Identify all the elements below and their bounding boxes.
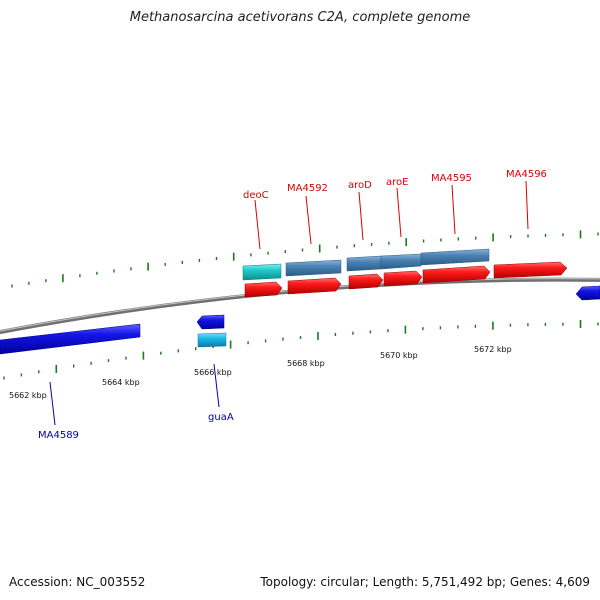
gene-MA4595[interactable] bbox=[422, 265, 491, 284]
gene-guaA[interactable] bbox=[196, 314, 225, 330]
cds-deoC[interactable] bbox=[242, 263, 282, 281]
gene-label-MA4589[interactable]: MA4589 bbox=[38, 430, 79, 441]
gene-label-aroE[interactable]: aroE bbox=[386, 177, 408, 188]
reverse-gene-row bbox=[0, 285, 600, 355]
inner-tick-ring bbox=[3, 320, 599, 380]
gene-MA4596[interactable] bbox=[493, 261, 568, 279]
gene-label-deoC[interactable]: deoC bbox=[243, 190, 269, 201]
cds-feature-row bbox=[242, 248, 490, 281]
gene-label-MA4595[interactable]: MA4595 bbox=[431, 173, 472, 184]
reverse-leader-lines bbox=[49, 363, 220, 426]
gene-label-MA4592[interactable]: MA4592 bbox=[287, 183, 328, 194]
cds-MA4592[interactable] bbox=[285, 259, 342, 277]
gene-deoC[interactable] bbox=[244, 281, 283, 298]
gene-aroD[interactable] bbox=[348, 273, 384, 290]
cds-guaA[interactable] bbox=[197, 332, 227, 348]
forward-gene-row bbox=[244, 261, 568, 298]
kbp-label-5662: 5662 kbp bbox=[9, 391, 47, 400]
genome-summary: Topology: circular; Length: 5,751,492 bp… bbox=[260, 575, 590, 589]
kbp-label-5672: 5672 kbp bbox=[474, 345, 512, 354]
kbp-label-5664: 5664 kbp bbox=[102, 378, 140, 387]
cds-aroE[interactable] bbox=[380, 253, 422, 270]
kbp-label-5666: 5666 kbp bbox=[194, 368, 232, 377]
cds-MA4595[interactable] bbox=[420, 248, 490, 266]
gene-MA4589[interactable] bbox=[0, 323, 141, 355]
kbp-label-5670: 5670 kbp bbox=[380, 351, 418, 360]
gene-MA4601[interactable] bbox=[575, 285, 600, 301]
forward-leader-lines bbox=[254, 180, 529, 250]
gene-label-MA4596[interactable]: MA4596 bbox=[506, 169, 547, 180]
accession-info: Accession: NC_003552 bbox=[9, 575, 146, 589]
gene-MA4592[interactable] bbox=[287, 277, 342, 295]
cds-aroD[interactable] bbox=[346, 255, 382, 272]
gene-label-aroD[interactable]: aroD bbox=[348, 180, 372, 191]
gene-label-guaA[interactable]: guaA bbox=[208, 412, 234, 423]
genome-title: Methanosarcina acetivorans C2A, complete… bbox=[129, 10, 471, 25]
outer-tick-ring bbox=[11, 230, 599, 288]
gene-aroE[interactable] bbox=[383, 270, 423, 287]
kbp-label-5668: 5668 kbp bbox=[287, 359, 325, 368]
